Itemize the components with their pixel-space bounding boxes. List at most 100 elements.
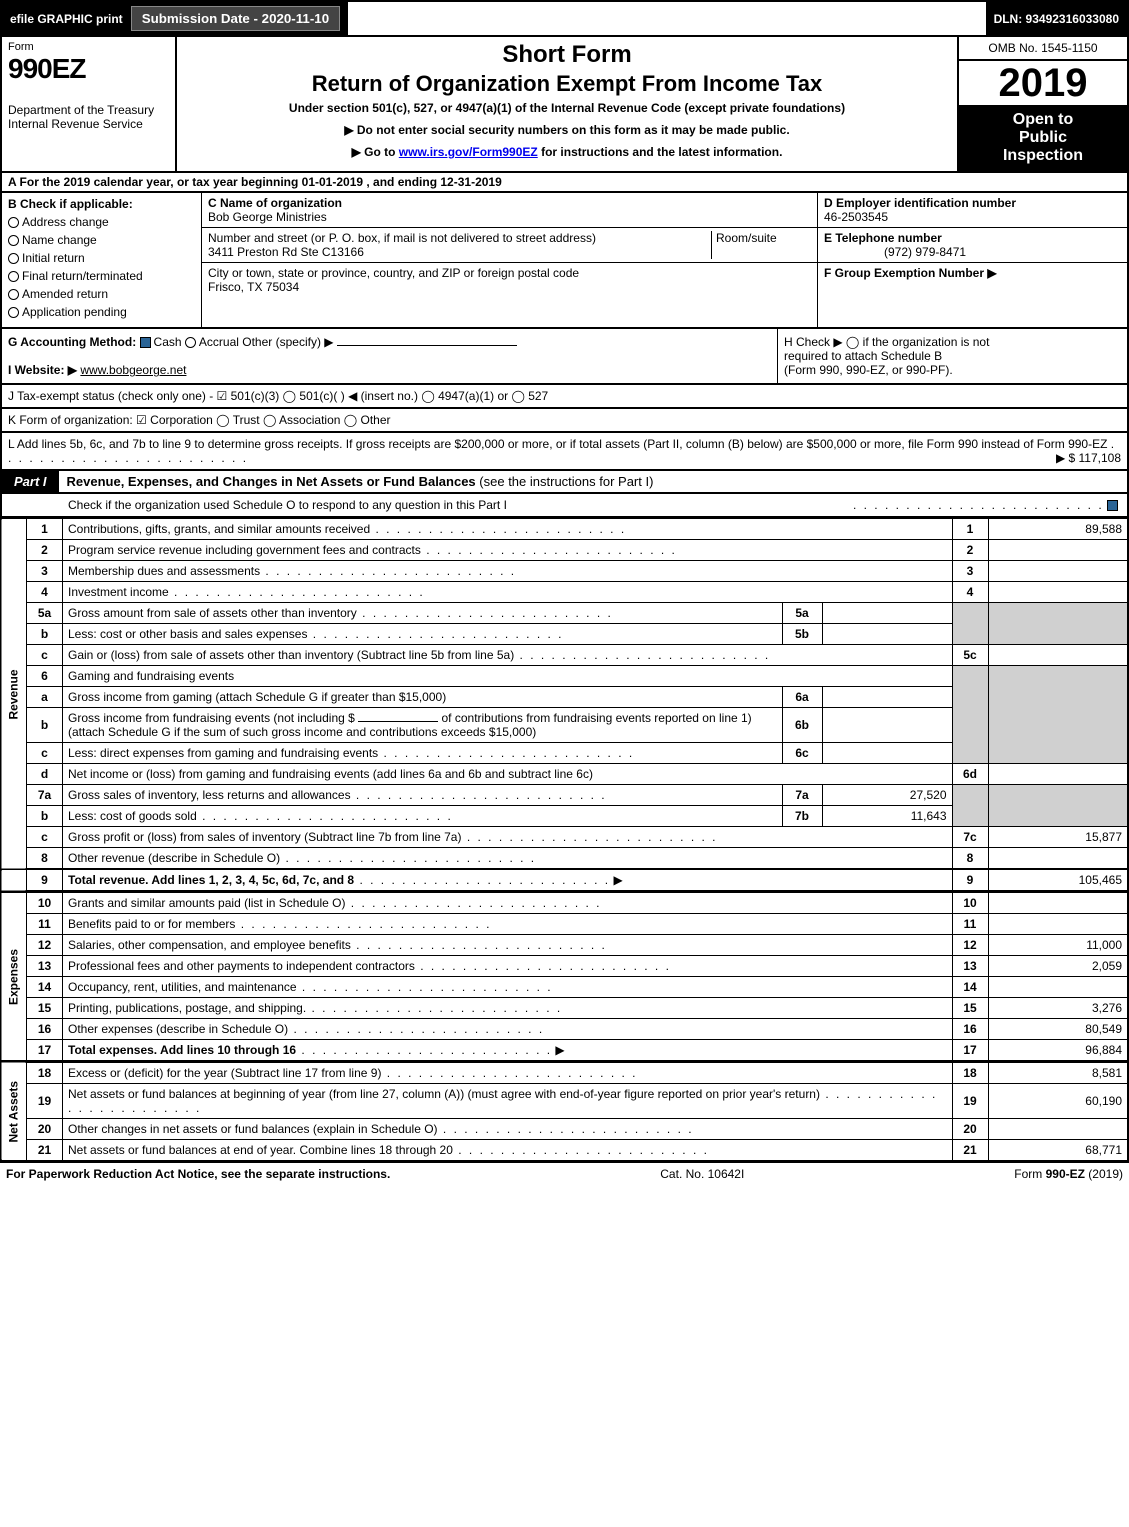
form-word: Form [8,41,169,53]
section-c: C Name of organization Bob George Minist… [202,193,817,327]
under-section: Under section 501(c), 527, or 4947(a)(1)… [181,101,953,115]
table-row: c Gain or (loss) from sale of assets oth… [1,645,1128,666]
chk-application-pending[interactable]: Application pending [8,305,195,319]
chk-cash[interactable]: Cash [140,335,182,349]
part-1-header: Part I Revenue, Expenses, and Changes in… [0,471,1129,494]
dln-label: DLN: 93492316033080 [986,2,1127,35]
line-amt: 89,588 [988,519,1128,540]
org-name-row: C Name of organization Bob George Minist… [202,193,817,228]
section-g: G Accounting Method: Cash Accrual Other … [2,329,777,383]
table-row: 17 Total expenses. Add lines 10 through … [1,1040,1128,1062]
expenses-vlabel: Expenses [1,892,27,1062]
row-a-tax-year: A For the 2019 calendar year, or tax yea… [0,173,1129,193]
dept-line-2: Internal Revenue Service [8,117,169,131]
table-row: Revenue 1 Contributions, gifts, grants, … [1,519,1128,540]
table-row: 19 Net assets or fund balances at beginn… [1,1084,1128,1119]
table-row: 2 Program service revenue including gove… [1,540,1128,561]
dept-line-1: Department of the Treasury [8,103,169,117]
section-b: B Check if applicable: Address change Na… [2,193,202,327]
top-bar: efile GRAPHIC print Submission Date - 20… [0,0,1129,37]
netassets-vlabel: Net Assets [1,1062,27,1162]
schedule-o-checkbox[interactable] [1107,500,1118,511]
footer-mid: Cat. No. 10642I [660,1167,744,1181]
form-id-block: Form 990EZ Department of the Treasury In… [2,37,177,171]
part-1-table: Revenue 1 Contributions, gifts, grants, … [0,518,1129,1162]
city: Frisco, TX 75034 [208,280,299,294]
goto-post: for instructions and the latest informat… [541,145,782,159]
efile-label: efile GRAPHIC print Submission Date - 20… [2,2,348,35]
city-row: City or town, state or province, country… [202,263,817,297]
table-row: 9 Total revenue. Add lines 1, 2, 3, 4, 5… [1,869,1128,892]
section-l: L Add lines 5b, 6c, and 7b to line 9 to … [0,433,1129,471]
website-value: www.bobgeorge.net [80,363,186,377]
ssn-notice: ▶ Do not enter social security numbers o… [181,123,953,137]
table-row: 16 Other expenses (describe in Schedule … [1,1019,1128,1040]
contrib-input[interactable] [358,721,438,722]
chk-accrual[interactable]: Accrual [185,335,239,349]
table-row: 8 Other revenue (describe in Schedule O)… [1,848,1128,870]
label-ein: D Employer identification number [824,196,1016,210]
h-line-1: H Check ▶ ◯ if the organization is not [784,335,1121,349]
section-def: D Employer identification number 46-2503… [817,193,1127,327]
return-title: Return of Organization Exempt From Incom… [181,71,953,97]
section-k: K Form of organization: ☑ Corporation ◯ … [0,409,1129,433]
section-e: E Telephone number (972) 979-8471 [818,228,1127,263]
form-number: 990EZ [8,53,169,85]
label-accounting: G Accounting Method: [8,335,136,349]
table-row: 5a Gross amount from sale of assets othe… [1,603,1128,624]
section-d: D Employer identification number 46-2503… [818,193,1127,228]
section-l-amount: ▶ $ 117,108 [1056,451,1121,465]
label-addr: Number and street (or P. O. box, if mail… [208,231,596,245]
page-footer: For Paperwork Reduction Act Notice, see … [0,1162,1129,1185]
h-line-3: (Form 990, 990-EZ, or 990-PF). [784,363,1121,377]
line-num: 1 [27,519,63,540]
chk-final-return[interactable]: Final return/terminated [8,269,195,283]
label-city: City or town, state or province, country… [208,266,579,280]
revenue-vlabel: Revenue [1,519,27,870]
short-form-title: Short Form [181,41,953,69]
footer-left: For Paperwork Reduction Act Notice, see … [6,1167,390,1181]
org-name: Bob George Ministries [208,210,327,224]
table-row: 4 Investment income 4 [1,582,1128,603]
addr: 3411 Preston Rd Ste C13166 [208,245,364,259]
topbar-spacer [348,2,985,35]
form-header: Form 990EZ Department of the Treasury In… [0,37,1129,173]
chk-amended-return[interactable]: Amended return [8,287,195,301]
label-group-exemption: F Group Exemption Number ▶ [824,266,997,280]
table-row: 21 Net assets or fund balances at end of… [1,1140,1128,1162]
info-grid: B Check if applicable: Address change Na… [0,193,1129,329]
label-room: Room/suite [711,231,811,259]
table-row: c Gross profit or (loss) from sales of i… [1,827,1128,848]
open-line-3: Inspection [963,147,1123,165]
submission-date-button[interactable]: Submission Date - 2020-11-10 [131,6,340,31]
table-row: 14 Occupancy, rent, utilities, and maint… [1,977,1128,998]
part-1-title: Revenue, Expenses, and Changes in Net As… [59,471,662,492]
phone: (972) 979-8471 [824,245,966,259]
table-row: 20 Other changes in net assets or fund b… [1,1119,1128,1140]
part-1-tab: Part I [2,471,59,492]
table-row: 11 Benefits paid to or for members 11 [1,914,1128,935]
table-row: 3 Membership dues and assessments 3 [1,561,1128,582]
open-line-1: Open to [963,111,1123,129]
table-row: d Net income or (loss) from gaming and f… [1,764,1128,785]
other-specify-input[interactable] [337,345,517,346]
chk-address-change[interactable]: Address change [8,215,195,229]
addr-row: Number and street (or P. O. box, if mail… [202,228,817,263]
chk-initial-return[interactable]: Initial return [8,251,195,265]
irs-link[interactable]: www.irs.gov/Form990EZ [399,145,538,159]
part-1-check-line: Check if the organization used Schedule … [0,494,1129,518]
table-row: 6 Gaming and fundraising events [1,666,1128,687]
header-right-block: OMB No. 1545-1150 2019 Open to Public In… [957,37,1127,171]
label-org-name: C Name of organization [208,196,342,210]
chk-name-change[interactable]: Name change [8,233,195,247]
goto-notice: ▶ Go to www.irs.gov/Form990EZ for instru… [181,145,953,159]
line-rn: 1 [952,519,988,540]
table-row: 15 Printing, publications, postage, and … [1,998,1128,1019]
form-title-block: Short Form Return of Organization Exempt… [177,37,957,171]
section-h: H Check ▶ ◯ if the organization is not r… [777,329,1127,383]
line-text: Contributions, gifts, grants, and simila… [63,519,953,540]
goto-pre: ▶ Go to [352,145,399,159]
efile-text: efile GRAPHIC print [10,12,123,26]
table-row: 13 Professional fees and other payments … [1,956,1128,977]
footer-right: Form 990-EZ (2019) [1014,1167,1123,1181]
